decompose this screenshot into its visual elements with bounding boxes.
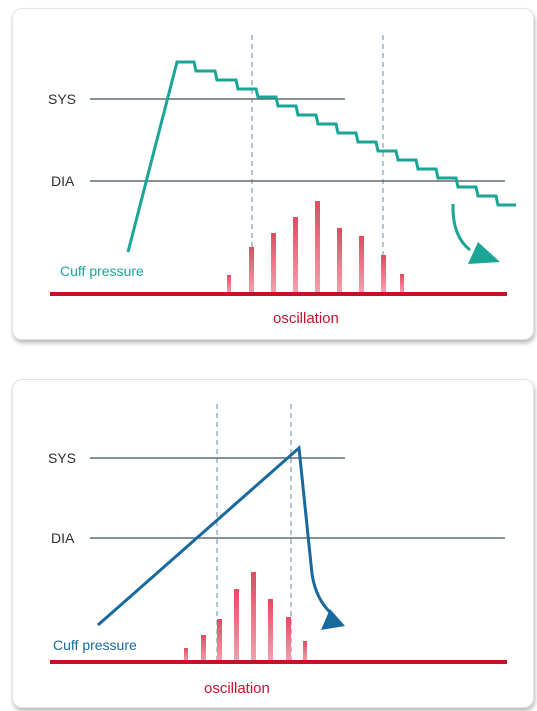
cuff-pressure-curve (97, 444, 334, 627)
oscillation-bar (293, 217, 298, 293)
oscillation-bar (184, 648, 188, 662)
oscillation-bar (251, 572, 256, 662)
oscillation-bar (217, 619, 222, 662)
oscillation-bar (271, 233, 276, 293)
oscillation-bar (315, 201, 320, 293)
oscillation-bar (400, 274, 404, 293)
oscillation-bar (227, 275, 231, 293)
oscillation-bars (184, 572, 307, 662)
arrow-head-icon (468, 242, 500, 264)
cuff-pressure-curve-tail (451, 203, 471, 252)
cuff-pressure-label: Cuff pressure (53, 637, 137, 653)
arrow-head-icon (321, 609, 345, 630)
sys-label: SYS (48, 91, 76, 107)
dia-label: DIA (51, 173, 75, 189)
oscillation-bar (337, 228, 342, 293)
dia-label: DIA (51, 530, 75, 546)
oscillation-bar (268, 599, 273, 662)
oscillation-bars (227, 201, 404, 293)
diagram-1: SYS DIA (48, 35, 516, 296)
oscillation-bar (381, 255, 386, 293)
cuff-pressure-label: Cuff pressure (60, 263, 144, 279)
sys-label: SYS (48, 450, 76, 466)
oscillation-label: oscillation (273, 310, 339, 327)
oscillation-label: oscillation (204, 680, 270, 697)
oscillation-bar (286, 617, 291, 662)
oscillation-bar (201, 635, 206, 662)
oscillation-bar (249, 247, 254, 293)
cuff-pressure-curve (126, 60, 516, 253)
oscillation-bar (303, 641, 307, 662)
oscillation-bar (359, 236, 364, 293)
oscillation-bar (234, 589, 239, 662)
diagram-2: SYS DIA (48, 404, 507, 664)
